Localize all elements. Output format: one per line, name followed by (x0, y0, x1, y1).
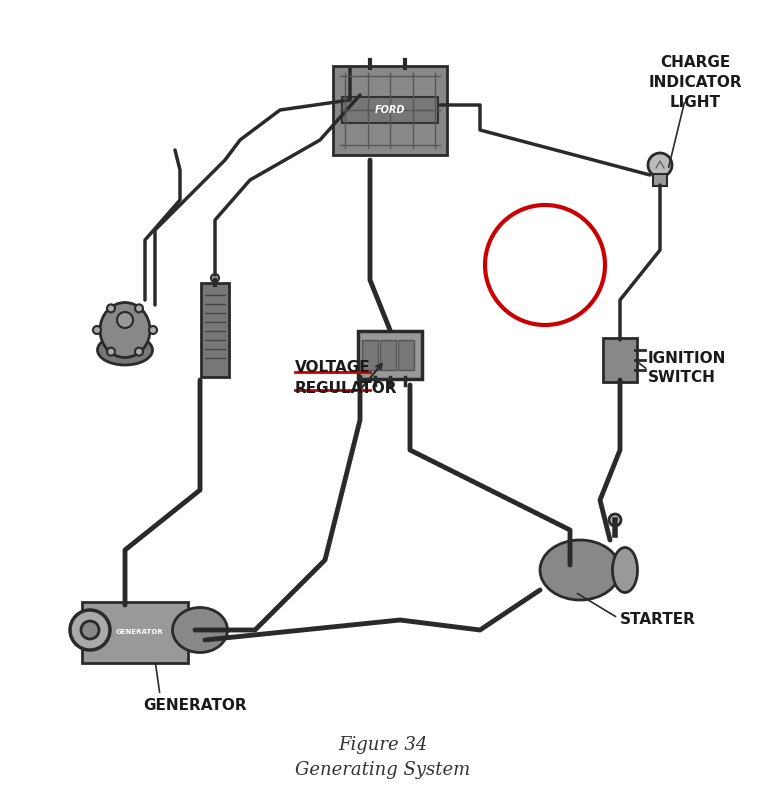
Circle shape (107, 348, 115, 356)
FancyBboxPatch shape (358, 331, 422, 379)
FancyBboxPatch shape (333, 66, 447, 154)
FancyBboxPatch shape (82, 602, 188, 663)
Text: STARTER: STARTER (620, 613, 696, 627)
Circle shape (648, 153, 672, 177)
Circle shape (135, 348, 143, 356)
Text: GENERATOR: GENERATOR (143, 698, 247, 713)
FancyBboxPatch shape (201, 283, 229, 377)
Circle shape (211, 274, 219, 282)
Ellipse shape (81, 621, 99, 639)
Ellipse shape (70, 610, 110, 650)
Circle shape (609, 514, 621, 526)
Circle shape (149, 326, 157, 334)
Ellipse shape (613, 547, 637, 593)
FancyBboxPatch shape (380, 340, 396, 370)
Text: GENERATOR: GENERATOR (116, 629, 164, 635)
Circle shape (93, 326, 101, 334)
Ellipse shape (97, 335, 152, 365)
FancyBboxPatch shape (342, 97, 438, 123)
FancyBboxPatch shape (398, 340, 414, 370)
Ellipse shape (100, 302, 150, 358)
Ellipse shape (540, 540, 620, 600)
Circle shape (107, 304, 115, 312)
Circle shape (117, 312, 133, 328)
FancyBboxPatch shape (362, 340, 378, 370)
Text: VOLTAGE
REGULATOR: VOLTAGE REGULATOR (295, 360, 398, 396)
Text: CHARGE
INDICATOR
LIGHT: CHARGE INDICATOR LIGHT (648, 55, 741, 110)
FancyBboxPatch shape (653, 174, 667, 186)
Circle shape (135, 304, 143, 312)
Text: IGNITION
SWITCH: IGNITION SWITCH (648, 350, 726, 386)
Text: FORD: FORD (375, 105, 405, 115)
Text: Figure 34: Figure 34 (339, 736, 427, 754)
Ellipse shape (172, 607, 228, 653)
FancyBboxPatch shape (603, 338, 637, 382)
Text: Generating System: Generating System (296, 761, 470, 779)
